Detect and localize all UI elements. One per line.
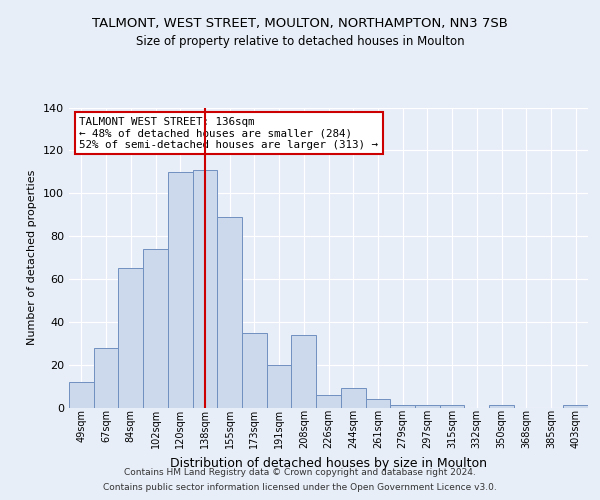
- Bar: [440, 406, 464, 407]
- Bar: [316, 394, 341, 407]
- Bar: [341, 388, 365, 407]
- Bar: [415, 406, 440, 407]
- Text: TALMONT, WEST STREET, MOULTON, NORTHAMPTON, NN3 7SB: TALMONT, WEST STREET, MOULTON, NORTHAMPT…: [92, 18, 508, 30]
- Text: Contains HM Land Registry data © Crown copyright and database right 2024.: Contains HM Land Registry data © Crown c…: [124, 468, 476, 477]
- Bar: [267, 364, 292, 408]
- Bar: [292, 334, 316, 407]
- Bar: [168, 172, 193, 408]
- Text: TALMONT WEST STREET: 136sqm
← 48% of detached houses are smaller (284)
52% of se: TALMONT WEST STREET: 136sqm ← 48% of det…: [79, 116, 379, 150]
- Bar: [193, 170, 217, 408]
- Bar: [390, 406, 415, 407]
- Text: Size of property relative to detached houses in Moulton: Size of property relative to detached ho…: [136, 35, 464, 48]
- Bar: [563, 406, 588, 407]
- Text: Contains public sector information licensed under the Open Government Licence v3: Contains public sector information licen…: [103, 483, 497, 492]
- Bar: [94, 348, 118, 408]
- Bar: [118, 268, 143, 407]
- X-axis label: Distribution of detached houses by size in Moulton: Distribution of detached houses by size …: [170, 456, 487, 469]
- Bar: [365, 399, 390, 407]
- Bar: [242, 332, 267, 407]
- Bar: [489, 406, 514, 407]
- Y-axis label: Number of detached properties: Number of detached properties: [28, 170, 37, 345]
- Bar: [143, 249, 168, 408]
- Bar: [69, 382, 94, 407]
- Bar: [217, 217, 242, 408]
